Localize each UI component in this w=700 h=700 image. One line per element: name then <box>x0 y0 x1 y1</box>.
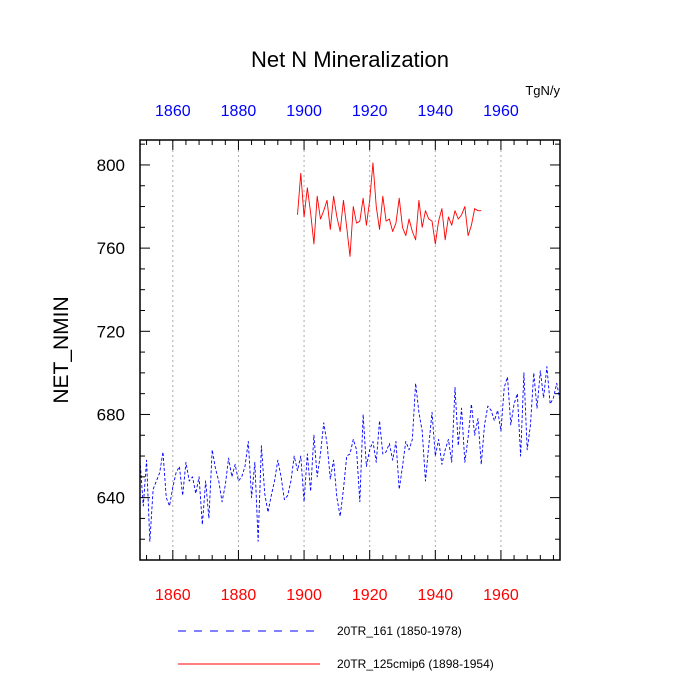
y-tick-label: 720 <box>97 322 125 341</box>
x-tick-label-top: 1860 <box>155 103 191 120</box>
series-group <box>140 162 560 542</box>
x-tick-label-bottom: 1880 <box>221 587 257 604</box>
chart-title: Net N Mineralization <box>251 47 449 72</box>
gridlines <box>172 140 502 560</box>
x-tick-label-top: 1920 <box>352 103 388 120</box>
legend: 20TR_161 (1850-1978) 20TR_125cmip6 (1898-… <box>178 624 494 671</box>
y-axis-label: NET_NMIN <box>50 296 73 403</box>
x-tick-label-bottom: 1920 <box>352 587 388 604</box>
axis-labels: 1860 1860 1880 1880 1900 1900 1920 1920 1940 1940… <box>97 103 519 604</box>
y-tick-label: 640 <box>97 489 125 508</box>
series-line-2 <box>297 162 482 257</box>
x-tick-label-bottom: 1960 <box>483 587 519 604</box>
series-line-1 <box>140 366 560 542</box>
x-tick-label-bottom: 1940 <box>418 587 454 604</box>
x-tick-label-top: 1960 <box>483 103 519 120</box>
axis-ticks <box>140 140 560 560</box>
legend-label-1: 20TR_161 (1850-1978) <box>337 624 462 638</box>
y-tick-label: 800 <box>97 156 125 175</box>
units-label: TgN/y <box>525 83 560 98</box>
legend-label-2: 20TR_125cmip6 (1898-1954) <box>337 657 494 671</box>
y-tick-label: 760 <box>97 239 125 258</box>
x-tick-label-top: 1880 <box>221 103 257 120</box>
x-tick-label-top: 1900 <box>286 103 322 120</box>
y-tick-label: 680 <box>97 405 125 424</box>
x-tick-label-top: 1940 <box>418 103 454 120</box>
x-tick-label-bottom: 1900 <box>286 587 322 604</box>
plot-frame <box>139 139 561 561</box>
x-tick-label-bottom: 1860 <box>155 587 191 604</box>
